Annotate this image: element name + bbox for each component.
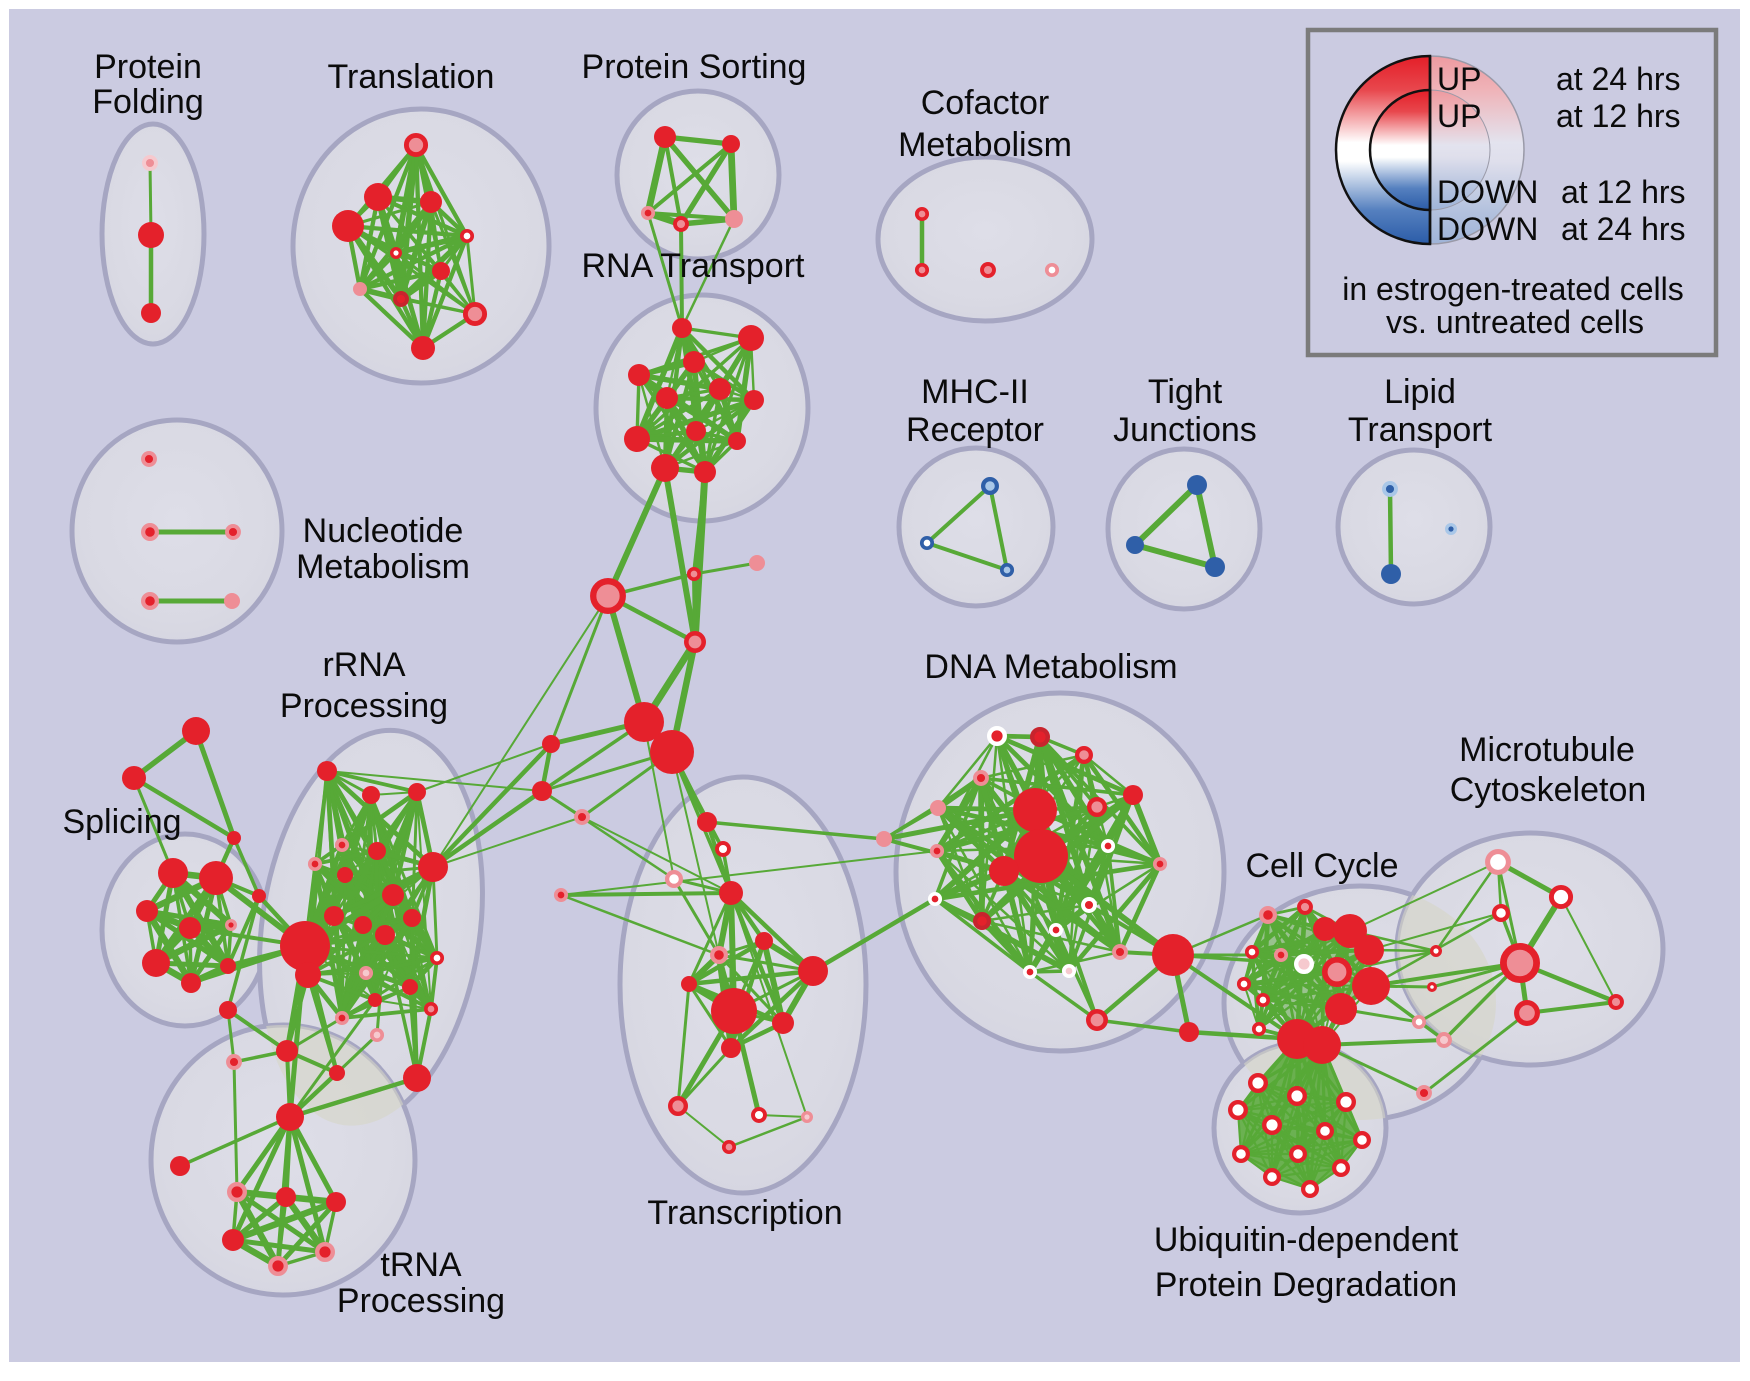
svg-text:in estrogen-treated cells: in estrogen-treated cells [1342, 271, 1684, 307]
svg-text:Microtubule: Microtubule [1459, 731, 1635, 769]
svg-text:at 12 hrs: at 12 hrs [1561, 174, 1686, 210]
svg-text:UP: UP [1437, 61, 1481, 97]
svg-text:Cofactor: Cofactor [921, 84, 1050, 122]
svg-text:Transport: Transport [1348, 411, 1493, 449]
svg-text:Folding: Folding [92, 83, 204, 121]
svg-text:Ubiquitin-dependent: Ubiquitin-dependent [1154, 1221, 1459, 1259]
svg-text:UP: UP [1437, 98, 1481, 134]
svg-text:Splicing: Splicing [62, 803, 181, 841]
svg-text:MHC-II: MHC-II [921, 373, 1029, 411]
svg-text:Tight: Tight [1148, 373, 1223, 411]
svg-text:vs. untreated cells: vs. untreated cells [1386, 304, 1644, 340]
svg-text:Processing: Processing [280, 687, 448, 725]
svg-text:tRNA: tRNA [380, 1246, 462, 1284]
svg-text:DNA Metabolism: DNA Metabolism [924, 648, 1177, 686]
svg-text:Protein Degradation: Protein Degradation [1155, 1266, 1457, 1304]
svg-text:Nucleotide: Nucleotide [303, 512, 464, 550]
svg-text:Protein Sorting: Protein Sorting [582, 48, 807, 86]
svg-text:Junctions: Junctions [1113, 411, 1257, 449]
svg-text:Transcription: Transcription [647, 1194, 842, 1232]
svg-text:Metabolism: Metabolism [296, 548, 470, 586]
svg-text:RNA Transport: RNA Transport [582, 247, 806, 285]
svg-text:Metabolism: Metabolism [898, 126, 1072, 164]
svg-text:Processing: Processing [337, 1282, 505, 1320]
svg-text:Cytoskeleton: Cytoskeleton [1450, 771, 1647, 809]
svg-text:rRNA: rRNA [322, 646, 405, 684]
svg-text:Cell Cycle: Cell Cycle [1245, 847, 1398, 885]
svg-text:DOWN: DOWN [1437, 211, 1538, 247]
svg-text:Protein: Protein [94, 48, 202, 86]
svg-text:at 24 hrs: at 24 hrs [1561, 211, 1686, 247]
svg-text:DOWN: DOWN [1437, 174, 1538, 210]
svg-text:Translation: Translation [328, 58, 495, 96]
svg-text:Lipid: Lipid [1384, 373, 1456, 411]
svg-text:Receptor: Receptor [906, 411, 1044, 449]
svg-text:at 24 hrs: at 24 hrs [1556, 61, 1681, 97]
svg-text:at 12 hrs: at 12 hrs [1556, 98, 1681, 134]
